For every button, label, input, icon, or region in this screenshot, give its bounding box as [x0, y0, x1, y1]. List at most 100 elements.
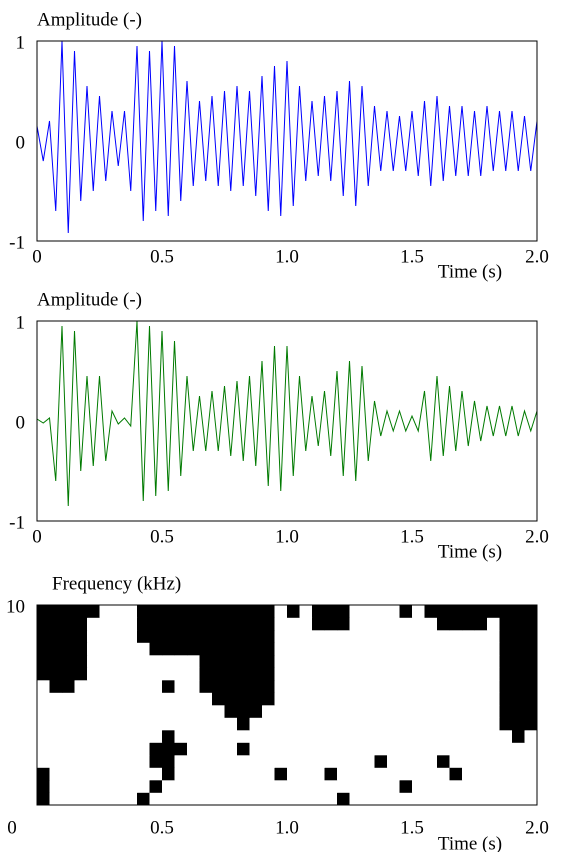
- spectrogram-cell: [424, 792, 438, 806]
- spectrogram-cell: [287, 792, 300, 806]
- spectrogram-cell: [487, 655, 500, 668]
- spectrogram-cell: [362, 767, 375, 781]
- spectrogram-cell: [362, 792, 375, 806]
- spectrogram-cell: [362, 680, 375, 693]
- spectrogram-cell: [462, 630, 475, 643]
- spectrogram-cell: [437, 780, 450, 793]
- spectrogram-cell: [487, 630, 500, 643]
- spectrogram-cell: [224, 692, 238, 706]
- x-tick-label: 0: [32, 526, 42, 547]
- spectrogram-cell: [249, 630, 263, 643]
- spectrogram-cell: [487, 617, 500, 631]
- spectrogram-cell: [274, 730, 288, 743]
- spectrogram-cell: [187, 780, 200, 793]
- spectrogram-cell: [412, 705, 425, 718]
- spectrogram-cell: [474, 667, 488, 681]
- spectrogram-cell: [524, 642, 538, 656]
- spectrogram-cell: [299, 617, 313, 631]
- spectrogram-cell: [362, 630, 375, 643]
- spectrogram-cell: [199, 605, 213, 618]
- spectrogram-cell: [437, 792, 450, 806]
- y-tick-label: 0: [16, 132, 26, 153]
- spectrogram-cell: [412, 767, 425, 781]
- spectrogram-cell: [62, 617, 75, 631]
- spectrogram-cell: [524, 755, 538, 768]
- spectrogram-cell: [512, 730, 525, 743]
- spectrogram-cell: [299, 742, 313, 756]
- spectrogram-cell: [137, 767, 150, 781]
- y-tick-label: 10: [6, 596, 25, 617]
- spectrogram-cell: [474, 730, 488, 743]
- spectrogram-cell: [424, 655, 438, 668]
- spectrogram-cell: [49, 655, 63, 668]
- spectrogram-cell: [112, 742, 125, 756]
- spectrogram-cell: [99, 755, 113, 768]
- spectrogram-cell: [374, 730, 388, 743]
- spectrogram-cell: [149, 605, 163, 618]
- spectrogram-cell: [374, 792, 388, 806]
- spectrogram-cell: [499, 605, 513, 618]
- panel: -1 0 1 0 0.5 1.0 1.5 2.0 Amplitude (-) Time (s): [9, 289, 549, 562]
- spectrogram-cell: [449, 755, 463, 768]
- spectrogram-cell: [387, 692, 400, 706]
- spectrogram-cell: [512, 630, 525, 643]
- spectrogram-cell: [374, 680, 388, 693]
- spectrogram-cell: [299, 792, 313, 806]
- spectrogram-cell: [74, 767, 88, 781]
- spectrogram-cell: [274, 780, 288, 793]
- spectrogram-cell: [474, 617, 488, 631]
- spectrogram-cell: [274, 792, 288, 806]
- spectrogram-cell: [462, 717, 475, 731]
- spectrogram-cell: [487, 755, 500, 768]
- spectrogram-cell: [374, 717, 388, 731]
- spectrogram-cell: [399, 730, 413, 743]
- spectrogram-cell: [524, 717, 538, 731]
- spectrogram-cell: [299, 642, 313, 656]
- spectrogram-cell: [124, 717, 138, 731]
- y-tick-label: 0: [7, 817, 17, 838]
- spectrogram-cell: [249, 730, 263, 743]
- spectrogram-cell: [387, 705, 400, 718]
- spectrogram-cell: [137, 692, 150, 706]
- spectrogram-cell: [187, 767, 200, 781]
- spectrogram-cell: [149, 780, 163, 793]
- spectrogram-cell: [324, 717, 338, 731]
- spectrogram-cell: [524, 680, 538, 693]
- spectrogram-cell: [474, 755, 488, 768]
- spectrogram-cell: [462, 780, 475, 793]
- spectrogram-cell: [62, 755, 75, 768]
- spectrogram-cell: [262, 780, 275, 793]
- spectrogram-cell: [349, 680, 363, 693]
- spectrogram-cell: [62, 780, 75, 793]
- spectrogram-cell: [274, 705, 288, 718]
- spectrogram-cell: [299, 692, 313, 706]
- spectrogram-cell: [449, 630, 463, 643]
- spectrogram-cell: [487, 680, 500, 693]
- spectrogram-cell: [249, 780, 263, 793]
- spectrogram-cell: [249, 742, 263, 756]
- spectrogram-cell: [187, 605, 200, 618]
- spectrogram-cell: [124, 630, 138, 643]
- spectrogram-cell: [212, 642, 225, 656]
- spectrogram-cell: [324, 692, 338, 706]
- spectrogram-cell: [224, 667, 238, 681]
- spectrogram-cell: [37, 605, 50, 618]
- spectrogram-cell: [462, 755, 475, 768]
- spectrogram-cell: [174, 692, 188, 706]
- spectrogram-cell: [62, 605, 75, 618]
- spectrogram-cell: [37, 730, 50, 743]
- spectrogram-cell: [424, 705, 438, 718]
- spectrogram-cell: [487, 792, 500, 806]
- spectrogram-cell: [324, 755, 338, 768]
- spectrogram-cell: [37, 792, 50, 806]
- spectrogram-cell: [299, 767, 313, 781]
- spectrogram-cell: [337, 705, 350, 718]
- spectrogram-cell: [437, 630, 450, 643]
- spectrogram-cell: [224, 642, 238, 656]
- spectrogram-cell: [74, 717, 88, 731]
- spectrogram-cell: [362, 605, 375, 618]
- x-tick-label: 2.0: [525, 526, 549, 547]
- waveform: [36, 40, 538, 234]
- spectrogram-cell: [324, 667, 338, 681]
